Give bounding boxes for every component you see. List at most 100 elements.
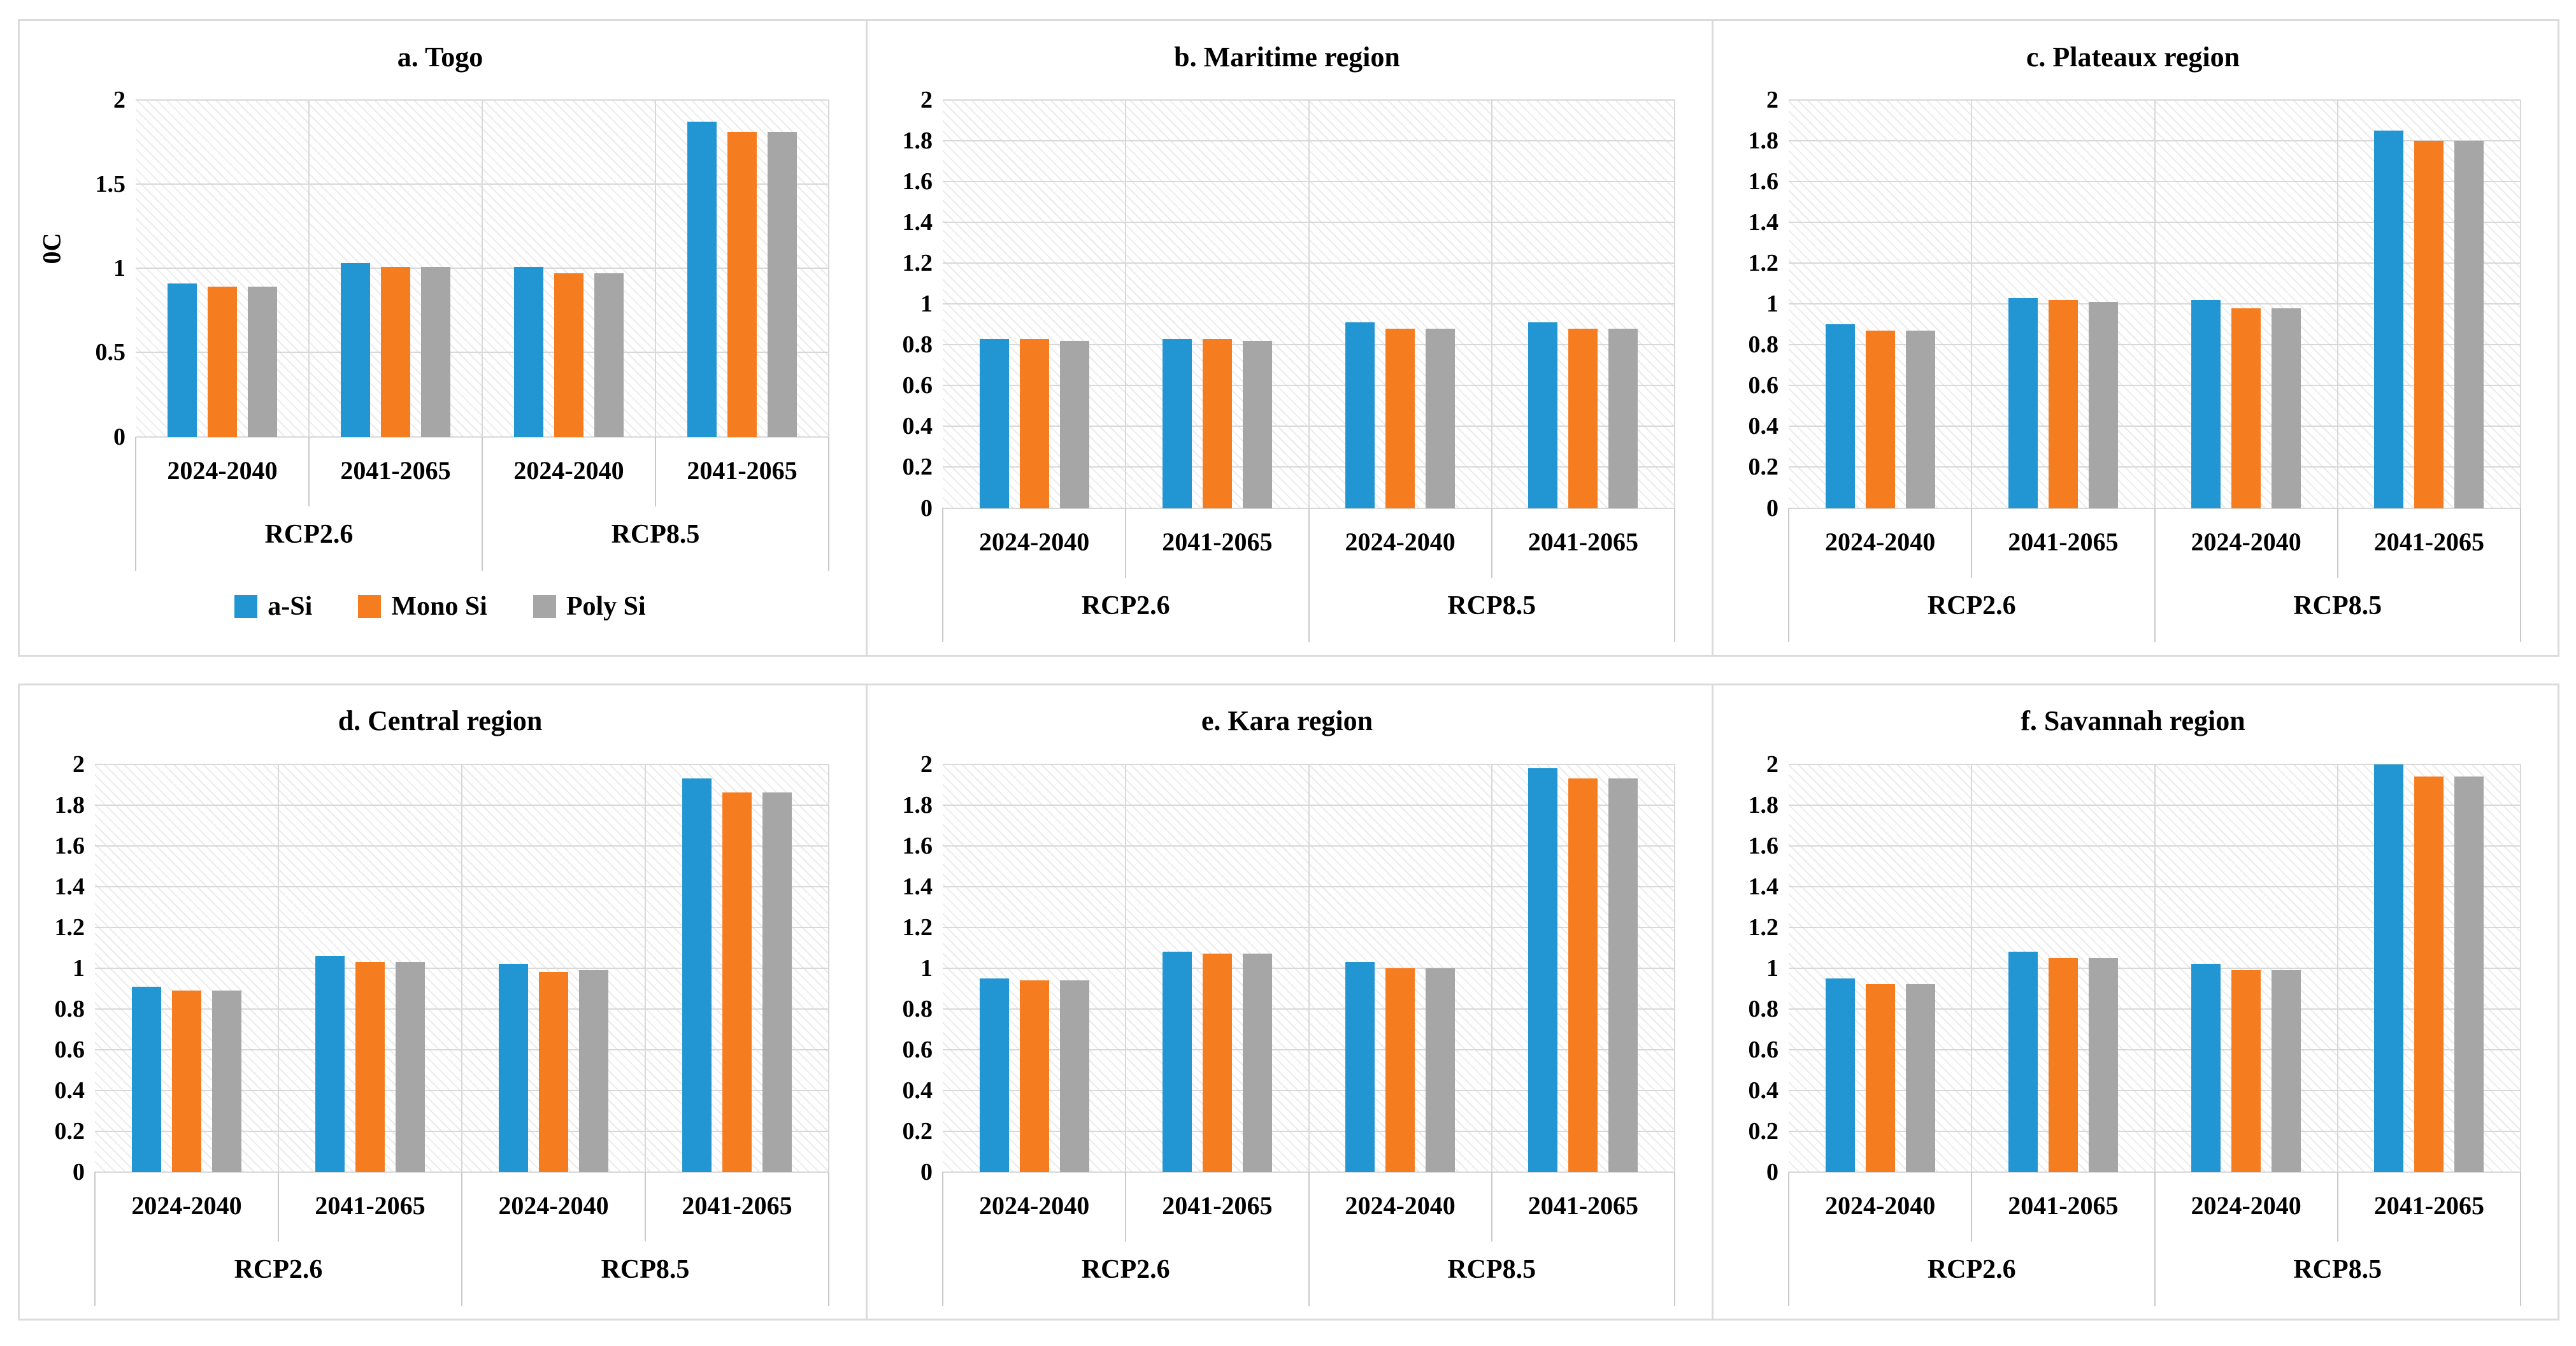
y-axis-tick-labels: 0 0.5 1 1.5 2 [72,88,136,449]
bar-group [1789,764,1971,1172]
bar-group [2338,100,2521,508]
y-axis-tick-labels: 0 0.2 0.4 0.6 0.8 1 1.2 1.4 1.6 1.8 2 [879,752,943,1185]
bar-mono-si [2231,308,2261,508]
x-axis-period-label: 2024-2040 [513,455,624,485]
bar-a-si [168,283,197,437]
x-axis-period-label: 2024-2040 [1345,527,1456,556]
axis-divider [1971,508,1973,578]
axis-divider [2336,1172,2338,1242]
bar-poly-si [2088,302,2118,508]
bar-a-si [1528,768,1558,1172]
x-axis: 2024-2040 2041-2065 2024-2040 2041-2065 RCP2… [94,1172,829,1306]
x-axis-scenario-labels: RCP2.6 RCP8.5 [95,1239,829,1301]
vertical-gridline [2336,764,2338,1172]
y-tick-label: 1.2 [54,913,85,941]
bar-poly-si [2272,970,2301,1172]
bar-a-si [979,338,1009,508]
bar-mono-si [1019,338,1049,508]
axis-divider [2154,1172,2156,1306]
bar-poly-si [1426,328,1456,508]
chart-title: a. Togo [397,41,483,73]
axis-divider [135,436,136,571]
x-axis-scenario-label: RCP8.5 [611,519,700,549]
y-tick-label: 1 [73,954,85,982]
y-tick-label: 1.2 [902,250,933,277]
x-axis-period-labels: 2024-2040 2041-2065 2024-2040 2041-2065 [1789,1172,2521,1239]
y-tick-label: 0 [920,1159,933,1185]
bar-a-si [1825,978,1855,1172]
bars-layer [136,100,829,437]
x-axis-scenario-label: RCP2.6 [264,519,354,549]
y-tick-label: 1 [920,290,933,318]
y-tick-label: 0.8 [1748,995,1779,1022]
y-tick-label: 1.8 [1748,791,1779,819]
vertical-gridline [1125,764,1127,1172]
bar-group [136,100,309,437]
y-tick-label: 0.2 [1748,454,1779,481]
axis-divider [1788,1172,1789,1306]
axis-divider [942,1172,943,1306]
chart-body: 0 0.2 0.4 0.6 0.8 1 1.2 1.4 1.6 1.8 2 [879,748,1695,1185]
y-tick-label: 0 [1766,494,1778,522]
chart-title: c. Plateaux region [2026,41,2240,73]
x-axis-scenario-label: RCP8.5 [1447,1255,1536,1285]
vertical-gridline [828,764,829,1172]
vertical-gridline [1125,100,1127,508]
bar-mono-si [1385,328,1415,508]
y-tick-label: 1.6 [54,832,85,859]
bar-group [95,764,278,1172]
bar-poly-si [2454,776,2484,1172]
bar-mono-si [1385,968,1415,1172]
y-tick-label: 0 [1766,1159,1778,1185]
legend-swatch-poly-si-icon [533,594,556,618]
axis-divider [942,508,943,642]
chart-body: 0 0.2 0.4 0.6 0.8 1 1.2 1.4 1.6 1.8 2 [1725,83,2541,520]
bar-mono-si [355,962,385,1172]
chart-panel-maritime: b. Maritime region 0 0.2 0.4 0.6 0.8 1 1.2 1.4 1… [866,21,1712,655]
y-tick-label: 0.4 [1748,1077,1779,1104]
axis-divider [1491,1172,1492,1242]
bar-group [1309,100,1492,508]
bar-group [2155,764,2338,1172]
chart-body: 0 0.2 0.4 0.6 0.8 1 1.2 1.4 1.6 1.8 2 [31,748,849,1184]
bar-a-si [341,263,370,437]
y-axis-tick-labels: 0 0.2 0.4 0.6 0.8 1 1.2 1.4 1.6 1.8 2 [1725,88,1789,520]
x-axis-period-label: 2024-2040 [498,1191,609,1220]
bar-mono-si [1202,954,1232,1172]
bar-poly-si [1426,968,1456,1172]
axis-divider [2520,508,2521,642]
axis-divider [1788,508,1789,642]
bar-a-si [1825,324,1855,508]
bar-poly-si [212,990,241,1172]
x-axis-scenario-labels: RCP2.6 RCP8.5 [943,1239,1675,1301]
vertical-gridline [645,764,646,1172]
y-tick-label: 0.2 [902,454,933,481]
vertical-gridline [1308,764,1310,1172]
x-axis-scenario-label: RCP8.5 [601,1255,690,1285]
vertical-gridline [482,100,483,437]
x-axis-period-label: 2041-2065 [682,1191,792,1220]
x-axis-period-label: 2041-2065 [2373,527,2485,556]
bar-mono-si [2048,299,2078,508]
bar-a-si [315,956,345,1172]
bar-poly-si [1059,980,1089,1172]
x-axis-period-label: 2041-2065 [1528,1191,1639,1220]
vertical-gridline [1971,100,1973,508]
x-axis-scenario-labels: RCP2.6 RCP8.5 [136,504,829,566]
bar-group [2338,764,2521,1172]
x-axis-scenario-label: RCP8.5 [1447,591,1536,620]
chart-title: f. Savannah region [2021,705,2245,736]
legend-label: a-Si [268,591,313,621]
bar-group [655,100,829,437]
vertical-gridline [1308,100,1310,508]
vertical-gridline [2336,100,2338,508]
plot-area [1789,99,2521,509]
plot-area [95,763,829,1173]
bar-poly-si [1608,778,1638,1172]
y-tick-label: 1.6 [902,168,933,196]
x-axis-period-label: 2024-2040 [167,455,278,485]
bar-a-si [687,122,717,437]
bar-mono-si [554,273,583,437]
y-tick-label: 0.4 [54,1077,85,1104]
figure-row-1: a. Togo 0C 0 0.5 1 1.5 2 2024-2040 2041-2065 2… [18,19,2559,657]
